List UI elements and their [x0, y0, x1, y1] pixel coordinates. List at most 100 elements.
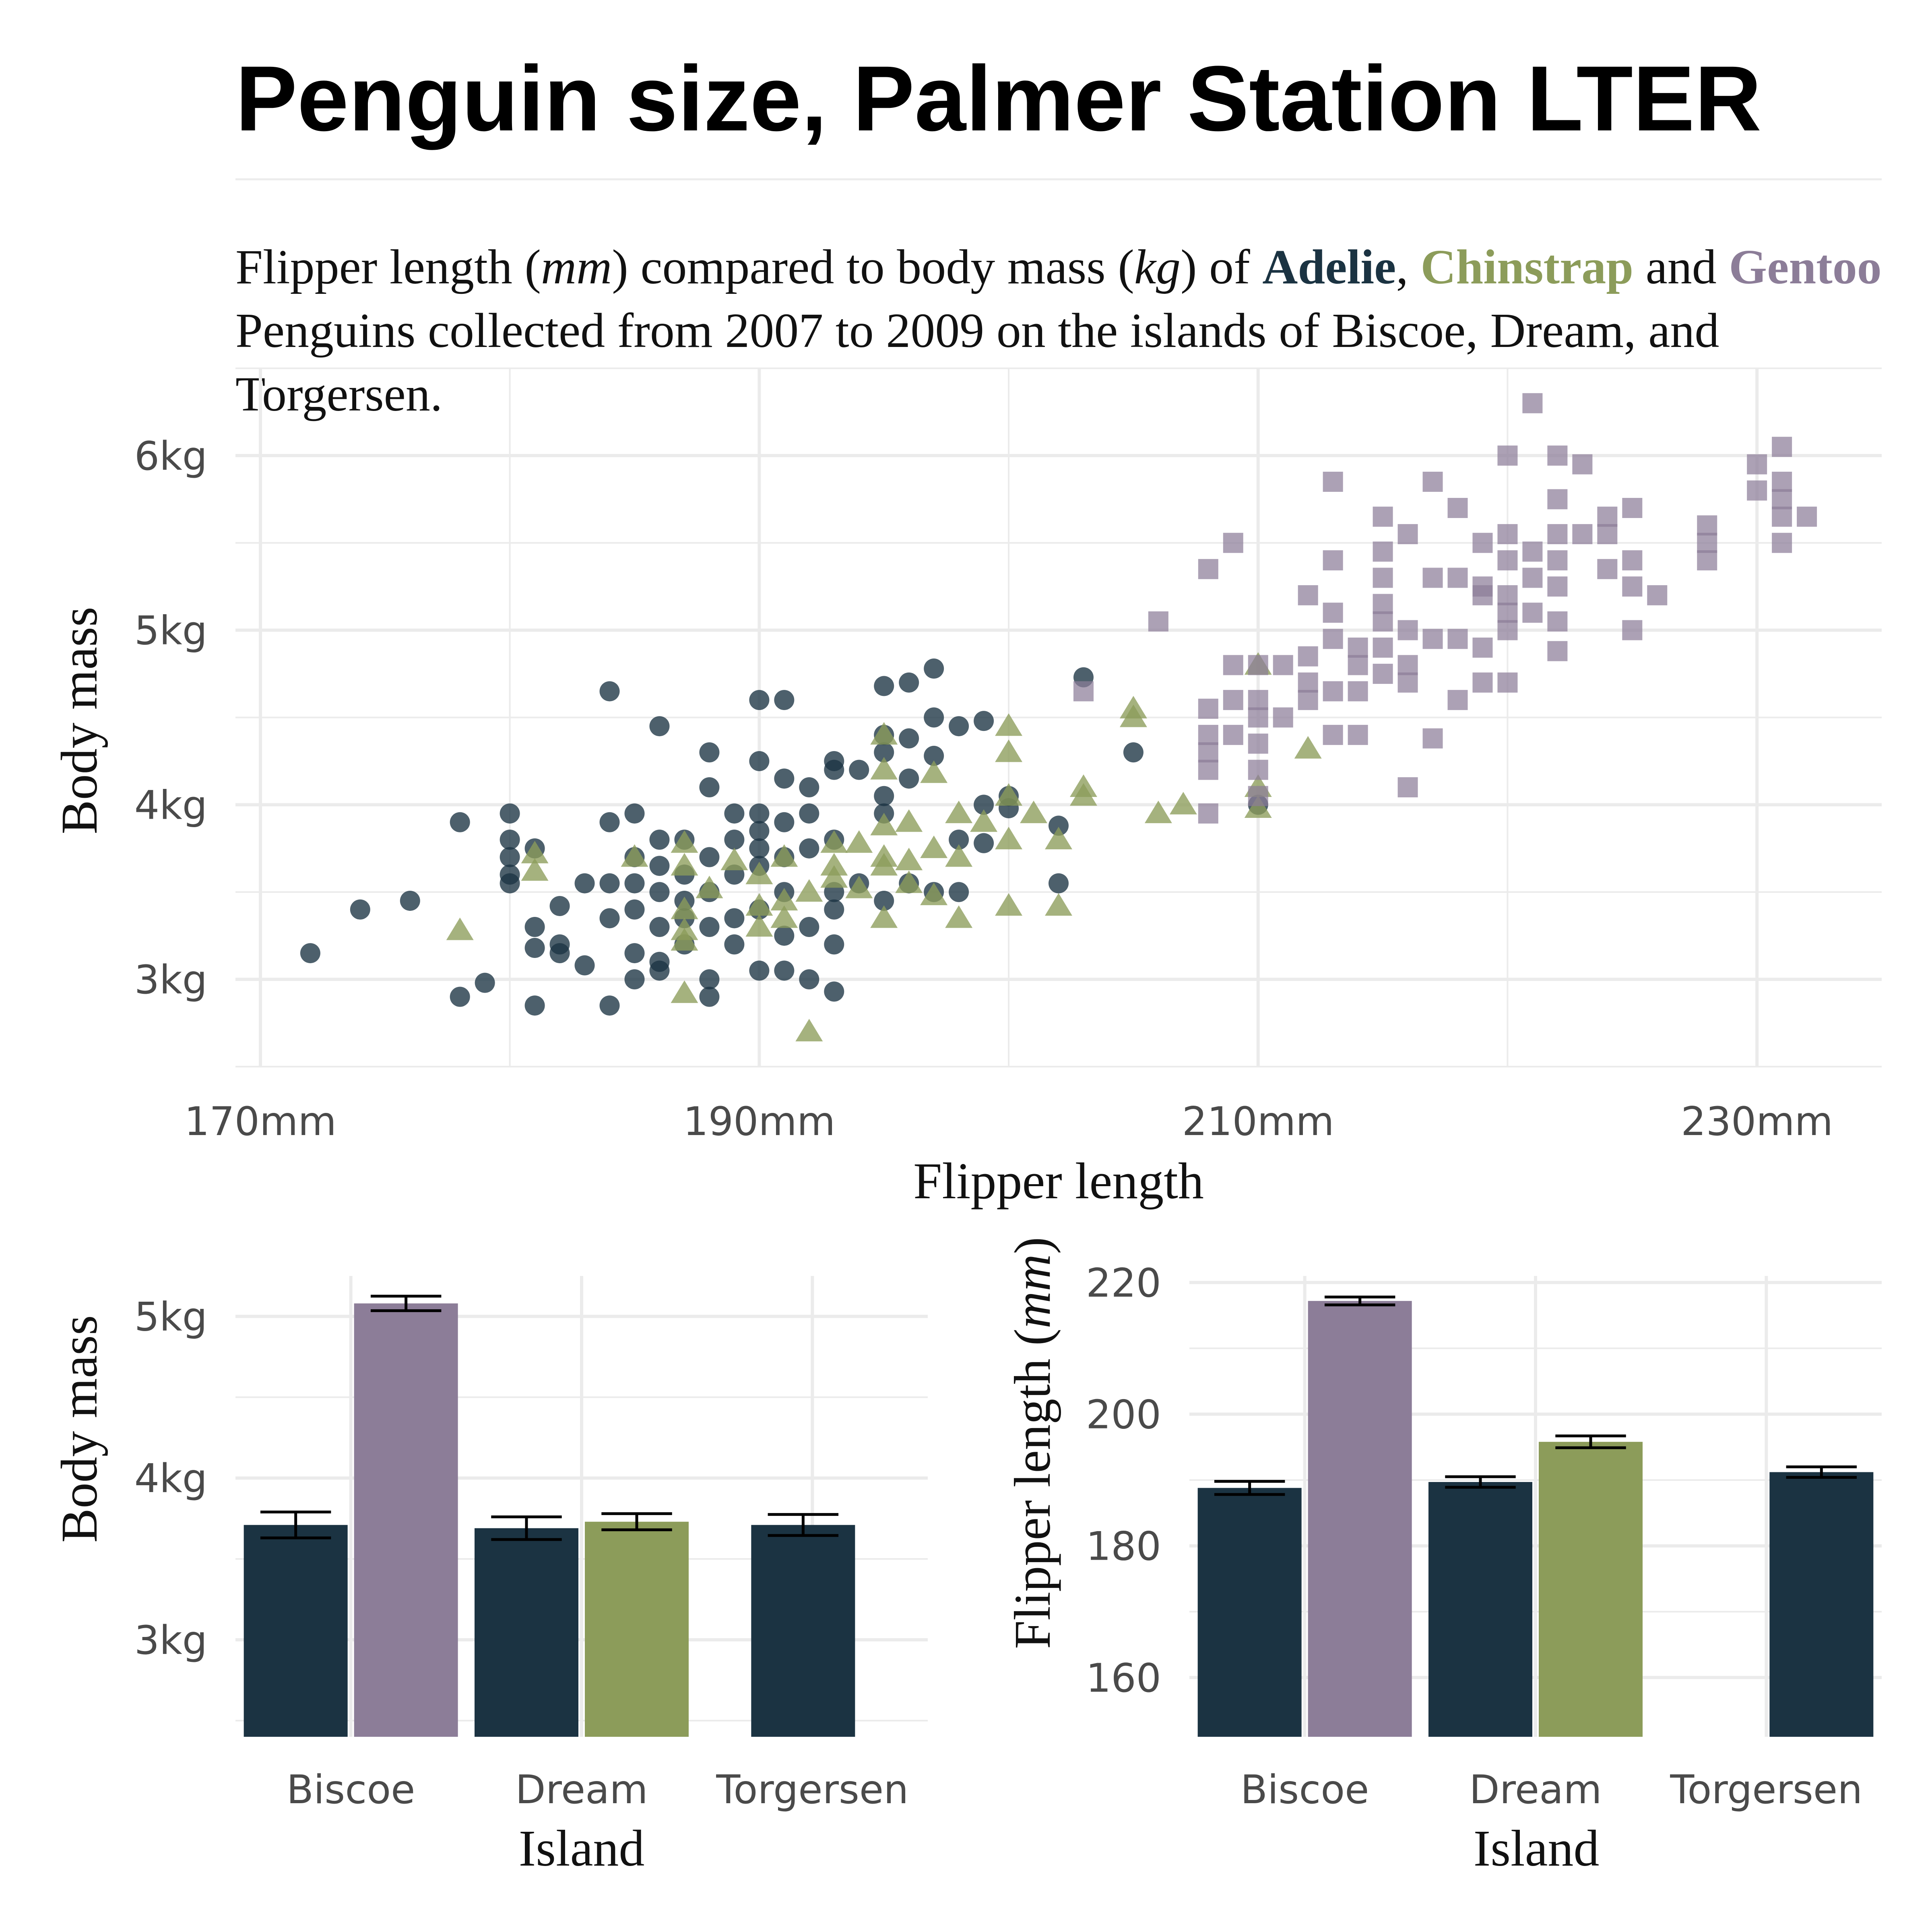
chinstrap-point: [970, 809, 998, 832]
bar-biscoe-gentoo: [1308, 1301, 1412, 1737]
gentoo-point: [1298, 672, 1318, 693]
adelie-point: [599, 908, 620, 929]
bar-y-tick-label: 3kg: [134, 1618, 207, 1664]
chinstrap-point: [945, 844, 973, 867]
gentoo-point: [1148, 611, 1168, 632]
chinstrap-point: [895, 809, 923, 832]
gentoo-point: [1472, 533, 1493, 553]
adelie-point: [524, 995, 545, 1016]
chinstrap-point: [945, 905, 973, 928]
gentoo-point: [1772, 506, 1792, 527]
adelie-point: [824, 934, 844, 955]
gentoo-point: [1198, 760, 1218, 780]
gentoo-point: [1397, 777, 1418, 797]
mass-bar-ticks: 3kg 4kg 5kg Biscoe Dream Torgersen: [134, 1294, 909, 1813]
adelie-point: [450, 987, 470, 1007]
adelie-point: [749, 751, 770, 771]
chinstrap-point: [521, 858, 549, 881]
adelie-point: [924, 658, 944, 679]
gentoo-point: [1273, 655, 1293, 675]
gentoo-point: [1348, 655, 1368, 675]
adelie-point: [774, 690, 795, 710]
gentoo-point: [1273, 707, 1293, 728]
chinstrap-point: [671, 896, 698, 919]
bar-biscoe-gentoo: [354, 1303, 458, 1737]
adelie-point: [899, 728, 919, 749]
chinstrap-point: [995, 783, 1023, 806]
gentoo-point: [1397, 672, 1418, 693]
gentoo-point: [1472, 585, 1493, 605]
gentoo-point: [1522, 603, 1543, 623]
bar-x-tick-label: Biscoe: [1241, 1767, 1369, 1813]
bar-x-tick-label: Torgersen: [1670, 1767, 1862, 1813]
gentoo-point: [1547, 576, 1568, 597]
gentoo-point: [1447, 690, 1468, 710]
chinstrap-point: [745, 861, 773, 884]
adelie-point: [699, 969, 720, 990]
adelie-point: [749, 821, 770, 841]
scatter-x-tick-label: 230mm: [1681, 1099, 1833, 1145]
scatter-y-tick-label: 5kg: [134, 608, 207, 654]
chinstrap-point: [1294, 736, 1322, 759]
gentoo-point: [1597, 524, 1618, 545]
adelie-point: [874, 676, 894, 696]
gentoo-point: [1248, 707, 1268, 728]
scatter-grid: [235, 367, 1882, 1067]
adelie-point: [599, 995, 620, 1016]
subtitle-text: ,: [1396, 240, 1421, 294]
adelie-point: [949, 716, 969, 737]
bar-dream-adelie: [1428, 1482, 1532, 1737]
gentoo-point: [1373, 611, 1393, 632]
gentoo-point: [1772, 533, 1792, 553]
adelie-point: [500, 830, 520, 850]
gentoo-point: [1298, 646, 1318, 667]
gentoo-point: [1747, 454, 1767, 475]
adelie-point: [624, 943, 645, 964]
chinstrap-point: [845, 830, 873, 853]
adelie-point: [524, 938, 545, 958]
adelie-point: [774, 812, 795, 832]
adelie-point: [899, 768, 919, 789]
bar-dream-adelie: [475, 1528, 578, 1737]
gentoo-point: [1622, 498, 1643, 518]
scatter-y-tick-label: 6kg: [134, 433, 207, 479]
scatter-y-tick-label: 3kg: [134, 957, 207, 1003]
chinstrap-point: [895, 848, 923, 871]
bar-x-tick-label: Biscoe: [287, 1767, 415, 1813]
bar-x-tick-label: Torgersen: [716, 1767, 908, 1813]
gentoo-point: [1522, 568, 1543, 588]
adelie-point: [500, 847, 520, 867]
gentoo-point: [1622, 576, 1643, 597]
bar-torgersen-adelie: [751, 1525, 855, 1737]
title-divider: [235, 178, 1882, 180]
chinstrap-point: [1169, 792, 1197, 815]
adelie-point: [799, 838, 819, 859]
gentoo-point: [1497, 603, 1518, 623]
gentoo-point: [1323, 603, 1343, 623]
gentoo-point: [1422, 728, 1443, 749]
bar-dream-chinstrap: [585, 1521, 689, 1737]
gentoo-point: [1547, 550, 1568, 571]
chinstrap-point: [870, 905, 898, 928]
gentoo-point: [1772, 489, 1792, 510]
chinstrap-point: [671, 853, 698, 876]
scatter-x-tick-label: 210mm: [1182, 1099, 1334, 1145]
chinstrap-point: [820, 865, 848, 888]
gentoo-point: [1497, 585, 1518, 605]
adelie-point: [350, 899, 370, 920]
adelie-point: [1123, 742, 1144, 763]
chinstrap-point: [995, 893, 1023, 916]
gentoo-point: [1348, 638, 1368, 658]
adelie-point: [699, 917, 720, 937]
gentoo-point: [1348, 724, 1368, 745]
gentoo-point: [1422, 471, 1443, 492]
gentoo-point: [1323, 550, 1343, 571]
chinstrap-point: [870, 722, 898, 745]
gentoo-point: [1073, 681, 1094, 702]
gentoo-point: [1547, 524, 1568, 545]
gentoo-point: [1373, 568, 1393, 588]
bar-y-tick-label: 4kg: [134, 1456, 207, 1502]
flipper-ylabel-unit: mm: [1004, 1254, 1061, 1329]
gentoo-point: [1572, 524, 1593, 545]
chinstrap-point: [770, 888, 798, 910]
